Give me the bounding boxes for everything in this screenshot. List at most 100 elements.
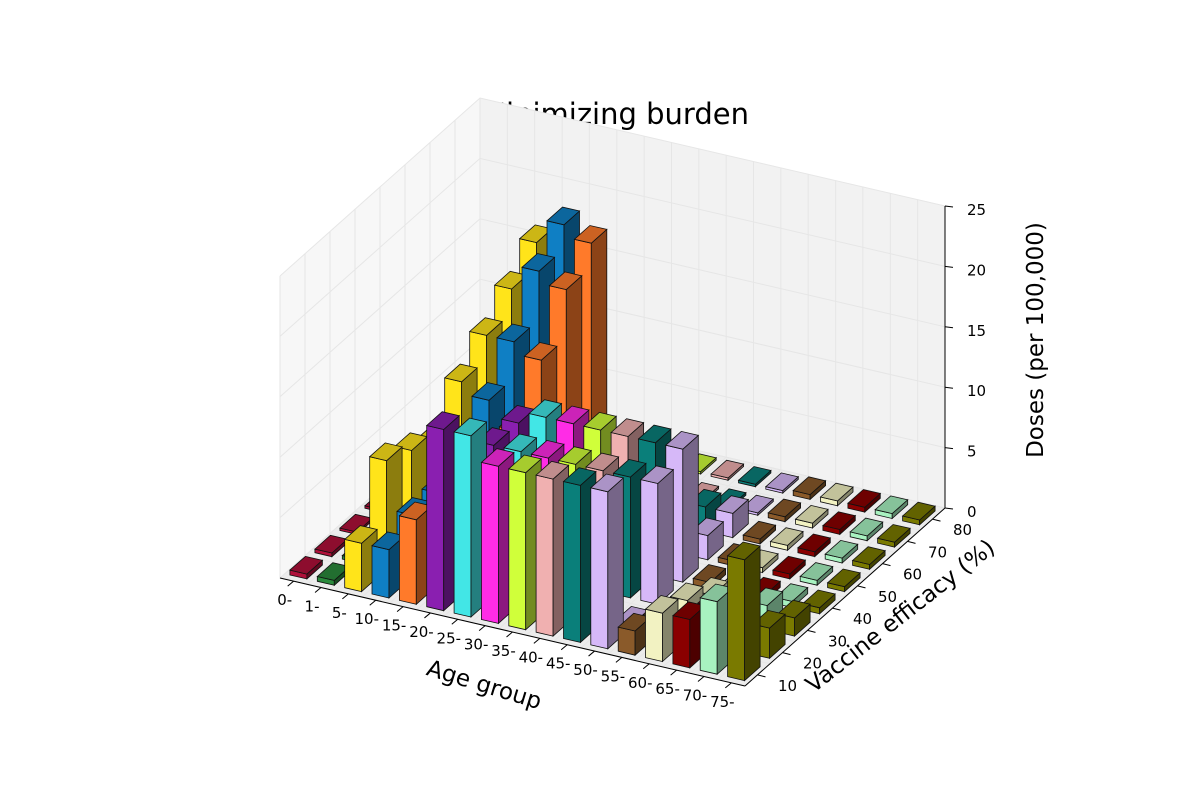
bar-face — [612, 458, 647, 478]
bar-face — [824, 539, 859, 559]
bar-face — [792, 476, 827, 496]
bar-face — [751, 609, 786, 629]
z-tick-mark — [944, 447, 954, 450]
z-tick-label: 5 — [967, 443, 977, 461]
bar — [876, 524, 911, 548]
bar-face — [774, 583, 809, 602]
bar — [764, 472, 800, 494]
bar — [794, 504, 829, 529]
tick-labels: 0- 1- 5- 10- 15- 20- 25- 30- 35- 40- 45- 50- 55- 60- 6… — [277, 201, 986, 711]
bar-face — [535, 474, 554, 637]
bar-face — [617, 626, 636, 656]
x-tick-mark — [342, 593, 349, 600]
bar-face — [767, 498, 802, 518]
y-tick-mark — [907, 540, 916, 544]
x-tick-mark — [697, 676, 705, 682]
bar — [767, 498, 802, 523]
bar — [826, 568, 861, 593]
z-tick-label: 25 — [967, 201, 986, 219]
x-tick-mark — [670, 669, 677, 676]
bar-face — [535, 460, 570, 480]
bar-face — [507, 454, 543, 474]
x-tick-mark — [478, 625, 486, 632]
bar-face — [794, 504, 829, 524]
z-tick-label: 15 — [967, 322, 986, 340]
y-tick-mark — [882, 563, 891, 567]
x-tick-label: 25- — [437, 629, 462, 647]
x-tick-label: 0- — [277, 591, 292, 609]
y-tick-label: 60 — [903, 566, 922, 584]
x-tick-mark — [287, 580, 294, 587]
x-tick-label: 30- — [464, 636, 489, 654]
bar-face — [555, 405, 590, 425]
bar-face — [443, 363, 478, 383]
z-tick-label: 20 — [967, 261, 986, 279]
bar-face — [799, 562, 834, 581]
bar-face — [610, 418, 645, 437]
bar — [742, 520, 777, 545]
bar-face — [557, 446, 593, 465]
z-axis-label: Doses (per 100,000) — [1023, 222, 1049, 458]
bar-face — [480, 448, 515, 467]
x-tick-label: 5- — [332, 604, 347, 622]
bar-face — [727, 555, 745, 682]
x-tick-label: 60- — [628, 674, 653, 692]
bar-face — [822, 511, 857, 530]
y-tick-label: 80 — [953, 521, 972, 539]
bar-face — [546, 206, 581, 226]
bar — [769, 527, 804, 552]
y-tick-mark — [782, 652, 791, 656]
x-tick-mark — [588, 650, 595, 657]
x-tick-mark — [642, 663, 650, 670]
bar-face — [689, 517, 725, 537]
bar-face — [471, 382, 506, 401]
bar-face — [819, 482, 854, 502]
bar-face — [764, 472, 800, 492]
bar-face — [699, 597, 718, 675]
bar-face — [585, 452, 620, 472]
bar-face — [714, 495, 750, 514]
bar — [847, 489, 882, 513]
bar — [799, 562, 834, 587]
bar-face — [639, 465, 675, 484]
bar-face — [530, 439, 565, 459]
z-tick-mark — [944, 205, 954, 208]
bar-face — [742, 520, 777, 540]
x-tick-mark — [314, 587, 322, 593]
bar — [797, 533, 832, 558]
bar-face — [851, 546, 886, 565]
bar-face — [343, 525, 378, 544]
y-tick-label: 50 — [878, 588, 897, 606]
bar — [726, 541, 761, 682]
bar-face — [657, 468, 674, 606]
z-tick-mark — [944, 507, 954, 510]
z-tick-label: 10 — [967, 382, 986, 400]
y-tick-label: 10 — [778, 677, 797, 695]
y-axis-line — [744, 507, 946, 687]
z-tick-label: 0 — [967, 503, 977, 521]
bar-face — [371, 545, 390, 599]
bar-face — [849, 517, 884, 537]
x-tick-label: 70- — [683, 686, 708, 704]
x-tick-mark — [369, 599, 377, 606]
bars — [289, 206, 936, 682]
bar-face — [669, 582, 704, 602]
bar-face — [797, 533, 832, 553]
x-tick-mark — [451, 618, 459, 625]
bar-face — [640, 479, 659, 605]
bar-face — [710, 459, 745, 479]
bar-face — [901, 501, 936, 521]
x-tick-label: 55- — [601, 667, 626, 685]
bar — [792, 476, 827, 501]
y-tick-label: 70 — [928, 543, 947, 561]
x-tick-label: 50- — [573, 661, 598, 679]
bar — [776, 599, 811, 637]
bar-face — [548, 271, 583, 291]
bar-face — [426, 424, 445, 612]
bar-face — [664, 430, 700, 450]
bar-face — [637, 424, 672, 444]
bar-face — [682, 434, 699, 583]
x-tick-mark — [506, 631, 513, 638]
bar-face — [847, 489, 882, 508]
bar-face — [523, 342, 558, 361]
